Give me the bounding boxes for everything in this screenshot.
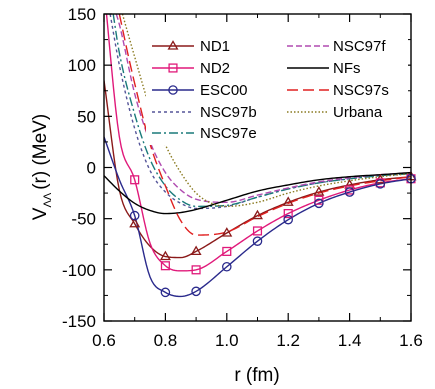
series-nd2-marker bbox=[222, 246, 232, 256]
legend-nsc97s-label: NSC97s bbox=[333, 82, 389, 99]
series-esc00-marker bbox=[160, 287, 171, 298]
series-nsc97s-line bbox=[118, 14, 411, 236]
x-tick-label: 1.0 bbox=[215, 331, 239, 350]
series-nd2-marker bbox=[160, 261, 170, 271]
series-nd2-marker bbox=[130, 175, 140, 185]
series-esc00-marker bbox=[344, 187, 355, 197]
series-esc00-marker bbox=[314, 198, 324, 209]
x-tick-label: 0.6 bbox=[92, 331, 116, 350]
y-axis-label-main: V bbox=[30, 207, 51, 220]
series-nd1-marker bbox=[221, 227, 233, 237]
x-tick-label: 1.6 bbox=[399, 331, 423, 350]
series-urbana-line bbox=[121, 14, 411, 208]
series-nd2-marker bbox=[283, 208, 293, 219]
series-nsc97e-line bbox=[112, 14, 411, 208]
series-esc00-marker bbox=[375, 179, 386, 189]
y-axis-label-rest: (r) (MeV) bbox=[30, 114, 51, 190]
series-esc00-marker bbox=[222, 261, 232, 272]
legend-esc00-label: ESC00 bbox=[200, 82, 248, 99]
legend-urbana-label: Urbana bbox=[333, 104, 383, 121]
y-tick-label: 50 bbox=[77, 107, 96, 126]
legend-nd2-label: ND2 bbox=[200, 60, 230, 77]
series-esc00-marker bbox=[252, 236, 263, 246]
y-axis-label: VΛΛ (r) (MeV) bbox=[30, 114, 54, 220]
y-tick-label: -50 bbox=[71, 210, 96, 229]
series-esc00-line bbox=[104, 136, 411, 298]
x-tick-label: 1.2 bbox=[276, 331, 300, 350]
series-nsc97f-line bbox=[115, 14, 411, 203]
series-nd2-line bbox=[105, 14, 411, 272]
legend-nd1-label: ND1 bbox=[200, 38, 230, 55]
series-nd1-marker bbox=[159, 250, 171, 261]
y-tick-label: 100 bbox=[68, 56, 96, 75]
y-tick-label: 150 bbox=[68, 5, 96, 24]
y-tick-label: -100 bbox=[62, 261, 96, 280]
series-nd2-marker bbox=[252, 226, 263, 236]
series-esc00-marker bbox=[191, 286, 201, 297]
legend-nd1-marker bbox=[167, 40, 179, 50]
x-axis-label: r (fm) bbox=[234, 365, 279, 386]
legend-nsc97b-label: NSC97b bbox=[200, 104, 257, 121]
series-nd2-marker bbox=[314, 195, 324, 205]
y-tick-label: -150 bbox=[62, 312, 96, 331]
series-nd1-marker bbox=[190, 245, 202, 256]
y-axis-label-sub: ΛΛ bbox=[42, 192, 54, 207]
marker-layer bbox=[129, 170, 417, 298]
legend-esc00-marker bbox=[168, 85, 178, 95]
series-nd2-marker bbox=[191, 265, 201, 275]
series-nd1-marker bbox=[282, 196, 294, 206]
tick-layer: 0.6 0.8 1.0 1.2 1.4 1.6 -150 -100 -50 0 50 100 150 bbox=[62, 5, 423, 350]
legend-nfs-label: NFs bbox=[333, 60, 361, 77]
series-nd1-marker bbox=[252, 209, 263, 220]
series-esc00-marker bbox=[283, 214, 293, 225]
y-tick-label: 0 bbox=[87, 159, 96, 178]
legend-nsc97e-label: NSC97e bbox=[200, 125, 257, 142]
series-nd1-marker bbox=[129, 217, 141, 228]
series-layer bbox=[104, 14, 411, 298]
series-nd1-marker bbox=[313, 186, 325, 196]
x-tick-label: 1.4 bbox=[338, 331, 362, 350]
legend-nd2-marker bbox=[168, 63, 178, 73]
legend-nsc97f-label: NSC97f bbox=[333, 38, 386, 55]
series-nd1-line bbox=[104, 80, 411, 259]
legend: ND1 ND2 ESC00 NSC97b NSC97e NSC97f NFs NSC97s Ur… bbox=[146, 35, 408, 145]
series-nfs-line bbox=[104, 171, 411, 215]
series-esc00-marker bbox=[129, 210, 140, 221]
x-tick-label: 0.8 bbox=[154, 331, 178, 350]
